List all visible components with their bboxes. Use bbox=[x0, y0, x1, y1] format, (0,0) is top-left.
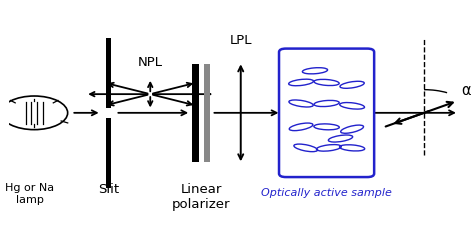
Text: LPL: LPL bbox=[229, 34, 252, 47]
Text: NPL: NPL bbox=[138, 56, 163, 69]
Text: α: α bbox=[461, 83, 471, 98]
Text: Optically active sample: Optically active sample bbox=[261, 188, 392, 198]
Bar bbox=[106, 38, 111, 108]
Text: Slit: Slit bbox=[98, 183, 119, 196]
Bar bbox=[192, 64, 199, 162]
Bar bbox=[106, 118, 111, 188]
Text: Linear
polarizer: Linear polarizer bbox=[172, 183, 230, 211]
Text: Hg or Na
lamp: Hg or Na lamp bbox=[5, 183, 54, 204]
Bar bbox=[204, 64, 210, 162]
FancyBboxPatch shape bbox=[279, 49, 374, 177]
